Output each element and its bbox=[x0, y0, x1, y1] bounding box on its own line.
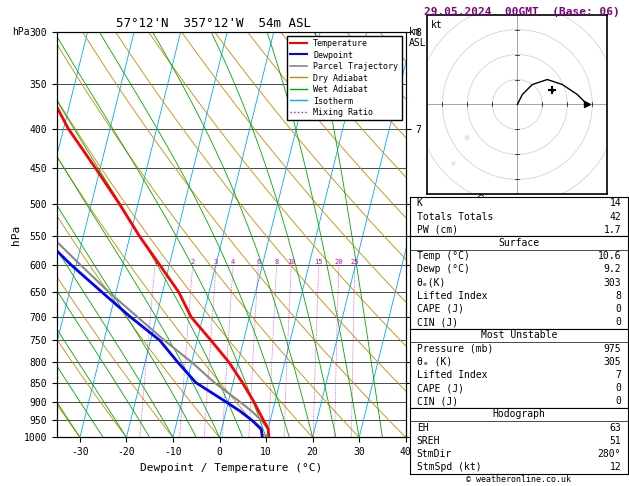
Text: *: * bbox=[463, 134, 472, 147]
Y-axis label: Mixing Ratio (g/kg): Mixing Ratio (g/kg) bbox=[475, 179, 485, 290]
Text: CAPE (J): CAPE (J) bbox=[416, 383, 464, 393]
Text: Lifted Index: Lifted Index bbox=[416, 370, 487, 380]
Text: 8: 8 bbox=[615, 291, 621, 301]
Legend: Temperature, Dewpoint, Parcel Trajectory, Dry Adiabat, Wet Adiabat, Isotherm, Mi: Temperature, Dewpoint, Parcel Trajectory… bbox=[287, 36, 401, 121]
Text: 1: 1 bbox=[153, 259, 157, 265]
Text: 10.6: 10.6 bbox=[598, 251, 621, 261]
Text: PW (cm): PW (cm) bbox=[416, 225, 458, 235]
Text: © weatheronline.co.uk: © weatheronline.co.uk bbox=[467, 474, 571, 484]
Text: CIN (J): CIN (J) bbox=[416, 317, 458, 327]
Text: 63: 63 bbox=[610, 423, 621, 433]
Text: 2: 2 bbox=[191, 259, 195, 265]
Text: hPa: hPa bbox=[13, 27, 30, 37]
Text: EH: EH bbox=[416, 423, 428, 433]
Text: 14: 14 bbox=[610, 198, 621, 208]
Text: K: K bbox=[416, 198, 423, 208]
Text: StmDir: StmDir bbox=[416, 449, 452, 459]
Text: 1.7: 1.7 bbox=[604, 225, 621, 235]
Text: 10: 10 bbox=[287, 259, 296, 265]
Text: km
ASL: km ASL bbox=[409, 27, 426, 48]
Text: 303: 303 bbox=[604, 278, 621, 288]
Text: 57°12'N  357°12'W  54m ASL: 57°12'N 357°12'W 54m ASL bbox=[116, 17, 311, 30]
Text: 0: 0 bbox=[615, 317, 621, 327]
Text: Surface: Surface bbox=[498, 238, 540, 248]
Text: 305: 305 bbox=[604, 357, 621, 367]
Text: *: * bbox=[449, 161, 456, 172]
Text: CAPE (J): CAPE (J) bbox=[416, 304, 464, 314]
Text: StmSpd (kt): StmSpd (kt) bbox=[416, 462, 481, 472]
Text: 12: 12 bbox=[610, 462, 621, 472]
Text: 0: 0 bbox=[615, 383, 621, 393]
Text: Pressure (mb): Pressure (mb) bbox=[416, 344, 493, 353]
Text: 8: 8 bbox=[274, 259, 279, 265]
X-axis label: Dewpoint / Temperature (°C): Dewpoint / Temperature (°C) bbox=[140, 463, 322, 473]
Text: 9.2: 9.2 bbox=[604, 264, 621, 275]
Text: 4: 4 bbox=[231, 259, 235, 265]
Text: Most Unstable: Most Unstable bbox=[481, 330, 557, 340]
Text: 25: 25 bbox=[350, 259, 359, 265]
Text: 42: 42 bbox=[610, 211, 621, 222]
Text: Temp (°C): Temp (°C) bbox=[416, 251, 469, 261]
Text: SREH: SREH bbox=[416, 436, 440, 446]
Text: Lifted Index: Lifted Index bbox=[416, 291, 487, 301]
Text: Hodograph: Hodograph bbox=[493, 410, 545, 419]
Text: 3: 3 bbox=[214, 259, 218, 265]
Text: 29.05.2024  00GMT  (Base: 06): 29.05.2024 00GMT (Base: 06) bbox=[424, 7, 620, 17]
Y-axis label: hPa: hPa bbox=[11, 225, 21, 244]
Text: θₑ (K): θₑ (K) bbox=[416, 357, 452, 367]
Text: 51: 51 bbox=[610, 436, 621, 446]
Text: 280°: 280° bbox=[598, 449, 621, 459]
Text: 0: 0 bbox=[615, 396, 621, 406]
Text: 15: 15 bbox=[314, 259, 323, 265]
Text: 975: 975 bbox=[604, 344, 621, 353]
Text: kt: kt bbox=[431, 20, 443, 30]
Text: θₑ(K): θₑ(K) bbox=[416, 278, 446, 288]
Text: 0: 0 bbox=[615, 304, 621, 314]
Text: 20: 20 bbox=[335, 259, 343, 265]
Text: CIN (J): CIN (J) bbox=[416, 396, 458, 406]
Text: Dewp (°C): Dewp (°C) bbox=[416, 264, 469, 275]
Text: 7: 7 bbox=[615, 370, 621, 380]
Text: Totals Totals: Totals Totals bbox=[416, 211, 493, 222]
Text: 6: 6 bbox=[256, 259, 260, 265]
